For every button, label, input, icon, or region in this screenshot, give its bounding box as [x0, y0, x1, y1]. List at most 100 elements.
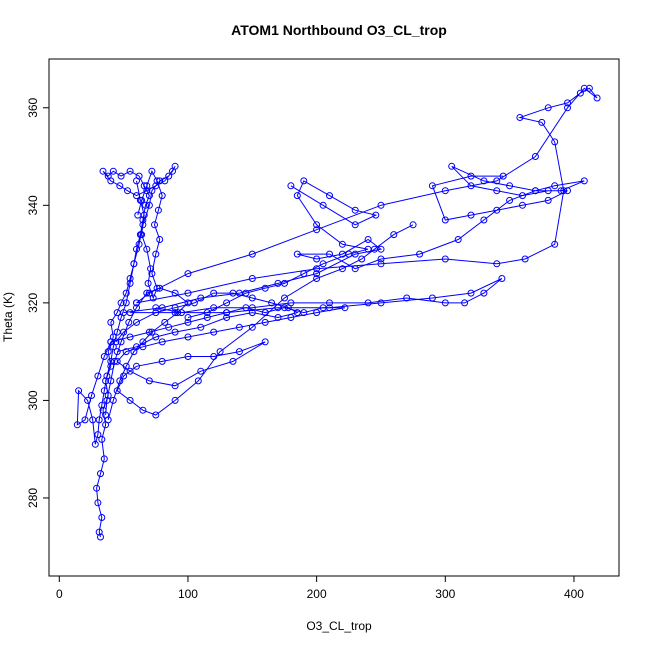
data-point: [351, 221, 359, 229]
data-point: [293, 250, 301, 258]
data-point: [184, 353, 192, 360]
data-point: [126, 275, 134, 282]
data-point: [126, 333, 134, 341]
data-point: [551, 240, 559, 248]
data-point: [364, 299, 372, 307]
data-point: [117, 299, 125, 307]
data-point: [248, 294, 256, 302]
data-point: [171, 382, 179, 390]
data-point: [126, 279, 134, 287]
data-point: [152, 304, 160, 312]
data-point: [338, 240, 346, 248]
data-point: [100, 387, 108, 395]
data-point: [122, 299, 130, 307]
series-line: [123, 165, 585, 314]
data-point: [151, 221, 158, 229]
data-point: [122, 289, 130, 297]
data-point: [97, 470, 104, 478]
data-point: [161, 177, 169, 185]
data-point: [319, 260, 327, 268]
data-point: [313, 270, 321, 278]
data-point: [593, 94, 601, 102]
data-point: [313, 255, 321, 263]
data-point: [112, 338, 120, 346]
data-point: [313, 221, 321, 229]
data-point: [467, 211, 475, 219]
data-point: [210, 289, 218, 297]
data-point: [103, 396, 111, 404]
series-group: [107, 221, 417, 419]
data-point: [261, 309, 269, 317]
data-point: [313, 226, 321, 234]
data-point: [372, 211, 380, 219]
data-point: [148, 167, 156, 175]
data-point: [248, 250, 256, 258]
data-point: [148, 270, 156, 278]
data-point: [448, 162, 456, 170]
data-point: [480, 289, 488, 297]
data-point: [145, 377, 153, 385]
data-point: [409, 221, 417, 229]
data-point: [493, 177, 501, 185]
data-point: [89, 416, 97, 424]
data-point: [300, 270, 308, 278]
data-point: [551, 138, 559, 146]
data-point: [300, 177, 308, 185]
data-point: [377, 260, 385, 268]
data-point: [184, 299, 192, 307]
series-group: [133, 84, 601, 307]
data-point: [135, 240, 143, 248]
data-point: [197, 323, 205, 331]
data-point: [158, 338, 166, 346]
data-point: [564, 99, 571, 107]
data-point: [165, 172, 173, 180]
data-point: [281, 294, 288, 302]
data-point: [223, 314, 231, 321]
data-point: [506, 196, 514, 204]
data-point: [142, 201, 149, 209]
data-point: [143, 245, 151, 253]
data-point: [102, 411, 110, 419]
data-point: [345, 250, 353, 258]
data-point: [184, 270, 192, 278]
data-point: [152, 411, 160, 419]
data-point: [313, 309, 321, 317]
x-tick-label: 200: [307, 587, 327, 601]
data-point: [194, 377, 202, 385]
data-point: [461, 299, 469, 307]
data-point: [326, 250, 333, 258]
data-point: [467, 182, 475, 190]
data-point: [158, 192, 166, 200]
data-point: [99, 167, 107, 175]
data-point: [152, 250, 160, 258]
data-point: [153, 177, 161, 185]
data-point: [100, 353, 108, 360]
data-point: [104, 348, 112, 356]
data-point: [130, 348, 138, 356]
data-point: [143, 187, 151, 195]
data-point: [377, 299, 385, 307]
data-point: [560, 187, 568, 195]
data-point: [248, 309, 256, 317]
data-point: [171, 328, 179, 336]
data-point: [149, 294, 157, 302]
data-point: [441, 216, 449, 224]
data-point: [184, 318, 192, 326]
data-point: [248, 275, 256, 282]
data-point: [133, 177, 140, 185]
data-point: [216, 348, 224, 356]
data-point: [229, 357, 237, 365]
data-point: [580, 84, 588, 92]
data-point: [133, 318, 140, 326]
data-point: [203, 309, 211, 317]
y-tick-label: 340: [26, 195, 40, 215]
data-point: [551, 182, 559, 190]
data-point: [138, 231, 146, 239]
data-point: [107, 377, 115, 385]
data-point: [428, 182, 436, 190]
data-point: [499, 172, 507, 180]
data-point: [564, 104, 571, 112]
data-point: [95, 528, 103, 536]
data-point: [126, 167, 134, 175]
